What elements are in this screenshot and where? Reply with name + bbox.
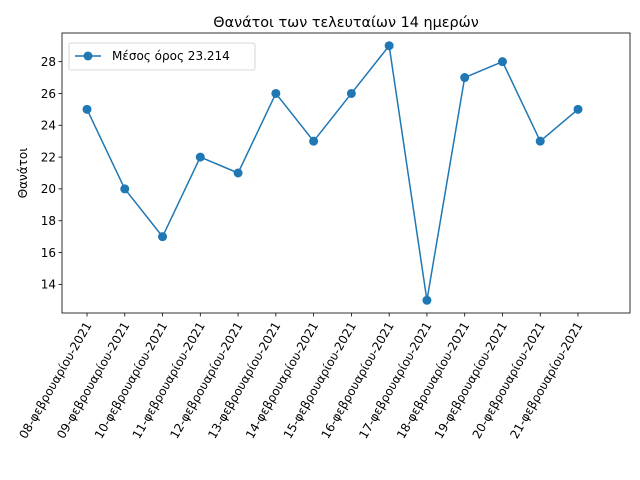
y-tick-label: 28 <box>41 55 56 69</box>
x-tick-label: 12-φεβρουαρίου-2021 <box>167 320 245 442</box>
y-axis-label: Θανάτοι <box>16 148 30 199</box>
legend: Μέσος όρος 23.214 <box>68 42 256 71</box>
data-point <box>82 104 92 114</box>
y-tick-label: 26 <box>41 87 56 101</box>
x-tick-label: 15-φεβρουαρίου-2021 <box>281 320 359 442</box>
data-point <box>497 57 507 67</box>
x-tick-label: 10-φεβρουαρίου-2021 <box>92 320 170 442</box>
data-point <box>158 232 168 242</box>
x-tick-label: 14-φεβρουαρίου-2021 <box>243 320 321 442</box>
y-tick-label: 24 <box>41 119 56 133</box>
x-tick-label: 18-φεβρουαρίου-2021 <box>394 320 472 442</box>
x-axis: 08-φεβρουαρίου-202109-φεβρουαρίου-202110… <box>16 313 586 442</box>
y-tick-label: 14 <box>41 278 56 292</box>
legend-marker-swatch <box>83 51 93 61</box>
x-tick-label: 19-φεβρουαρίου-2021 <box>432 320 510 442</box>
data-point <box>346 88 356 98</box>
data-point <box>120 184 130 194</box>
x-tick-label: 13-φεβρουαρίου-2021 <box>205 320 283 442</box>
x-tick-label: 20-φεβρουαρίου-2021 <box>470 320 548 442</box>
data-point <box>233 168 243 178</box>
data-point <box>460 73 470 83</box>
x-tick-label: 11-φεβρουαρίου-2021 <box>130 320 208 442</box>
plot-area <box>61 32 631 314</box>
x-tick-label: 16-φεβρουαρίου-2021 <box>318 320 396 442</box>
x-tick-label: 08-φεβρουαρίου-2021 <box>16 320 94 442</box>
series-layer <box>82 41 583 305</box>
data-point <box>195 152 205 162</box>
series-line <box>86 44 579 302</box>
legend-box <box>68 42 256 71</box>
legend-label: Μέσος όρος 23.214 <box>112 49 230 63</box>
data-point <box>271 88 281 98</box>
data-point <box>535 136 545 146</box>
data-point <box>573 104 583 114</box>
y-tick-label: 18 <box>41 214 56 228</box>
y-tick-label: 16 <box>41 246 56 260</box>
data-point <box>384 41 394 51</box>
y-axis: 14 16 18 20 22 24 26 28 <box>41 55 62 292</box>
x-tick-label: 17-φεβρουαρίου-2021 <box>356 320 434 442</box>
data-point <box>309 136 319 146</box>
x-tick-label: 09-φεβρουαρίου-2021 <box>54 320 132 442</box>
y-tick-label: 20 <box>41 182 56 196</box>
x-tick-label: 21-φεβρουαρίου-2021 <box>507 320 585 442</box>
data-point <box>422 295 432 305</box>
chart-title: Θανάτοι των τελευταίων 14 ημερών <box>213 15 479 31</box>
y-tick-label: 22 <box>41 150 56 164</box>
